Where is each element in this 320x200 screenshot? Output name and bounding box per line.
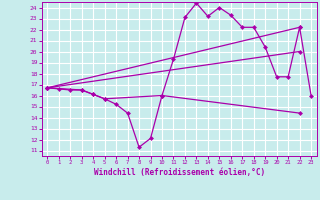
X-axis label: Windchill (Refroidissement éolien,°C): Windchill (Refroidissement éolien,°C) xyxy=(94,168,265,177)
